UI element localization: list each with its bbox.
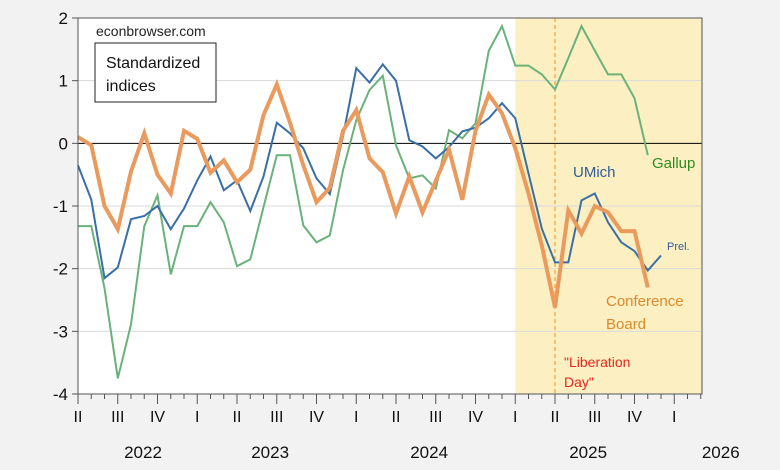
series-line-conference-board (76, 78, 650, 308)
y-tick-label: -2 (53, 260, 68, 279)
series-group (76, 23, 662, 379)
title-box (94, 42, 217, 103)
y-tick-label: 2 (59, 9, 68, 28)
x-quarter-label: III (429, 409, 442, 426)
watermark: econbrowser.com (96, 23, 206, 39)
y-tick-label: -1 (53, 197, 68, 216)
x-quarter-label: I (354, 409, 358, 426)
x-quarter-label: I (195, 409, 199, 426)
liberation-day-label-1: "Liberation (564, 354, 630, 370)
x-quarter-label: II (74, 409, 83, 426)
x-quarter-label: IV (309, 409, 324, 426)
title-line-1: Standardized (106, 55, 200, 72)
y-tick-label: 0 (59, 134, 68, 153)
x-year-label: 2026 (702, 443, 740, 462)
x-quarter-label: I (513, 409, 517, 426)
y-tick-label: -4 (53, 385, 68, 404)
umich-label: UMich (573, 164, 616, 181)
x-quarter-label: IV (468, 409, 483, 426)
x-quarter-label: IV (627, 409, 642, 426)
x-quarter-label: I (672, 409, 676, 426)
title-line-2: indices (106, 78, 156, 95)
conference-board-label-2: Board (606, 316, 646, 333)
x-year-label: 2022 (124, 443, 162, 462)
conference-board-label-1: Conference (606, 293, 684, 310)
x-quarter-label: IV (150, 409, 165, 426)
x-quarter-label: III (588, 409, 601, 426)
y-tick-label: -3 (53, 322, 68, 341)
x-quarter-label: II (233, 409, 242, 426)
gallup-label: Gallup (652, 155, 695, 172)
y-axis: 2 1 0 -1 -2 -3 -4 (53, 9, 78, 404)
x-quarter-label: III (270, 409, 283, 426)
series-line-umich (77, 62, 662, 280)
x-year-label: 2023 (251, 443, 289, 462)
x-quarter-label: II (392, 409, 401, 426)
liberation-day-label-2: Day" (564, 374, 594, 390)
x-year-label: 2024 (410, 443, 448, 462)
prel-label: Prel. (667, 241, 690, 253)
y-tick-label: 1 (59, 72, 68, 91)
x-quarter-label: II (551, 409, 560, 426)
x-quarter-label: III (111, 409, 124, 426)
series-line-gallup (78, 23, 649, 379)
x-year-label: 2025 (569, 443, 607, 462)
